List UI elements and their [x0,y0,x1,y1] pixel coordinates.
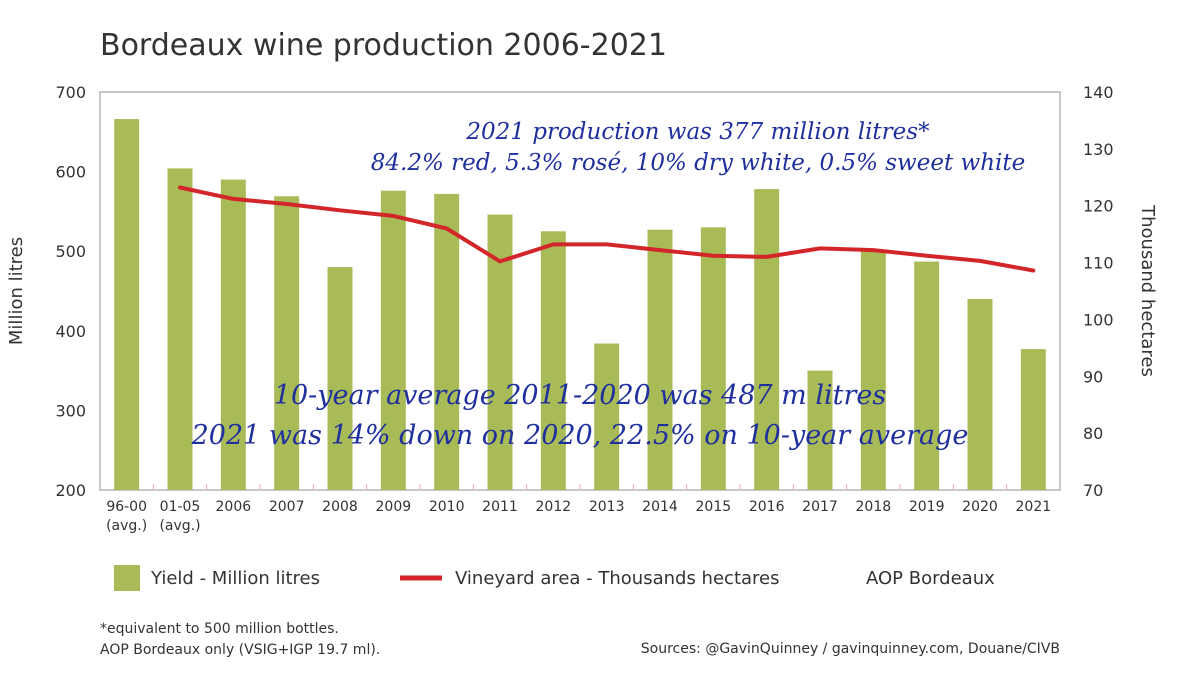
x-tick-label-2013: 2013 [589,499,625,515]
y-tick-label-500: 500 [55,242,86,261]
y-tick-label-400: 400 [55,322,86,341]
x-tick-label-96-00: 96-00 [106,499,147,515]
x-tick-label-2021: 2021 [1016,499,1052,515]
footnote-line-2: AOP Bordeaux only (VSIG+IGP 19.7 ml). [100,642,380,658]
annotation-breakdown: 84.2% red, 5.3% rosé, 10% dry white, 0.5… [371,150,1025,176]
x-tick-label-2011: 2011 [482,499,518,515]
y2-tick-label-120: 120 [1083,197,1114,216]
x-tick-label-2016: 2016 [749,499,785,515]
x-tick-label-2010: 2010 [429,499,465,515]
bar-2017 [807,370,833,490]
bar-01-05 [167,168,193,490]
annotation-production: 2021 production was 377 million litres* [465,119,930,145]
y2-tick-label-130: 130 [1083,140,1114,159]
bar-2015 [700,227,726,490]
legend-swatch-yield [114,565,140,591]
x-tick-label-2008: 2008 [322,499,358,515]
y2-tick-label-140: 140 [1083,83,1114,102]
y2-tick-label-100: 100 [1083,310,1114,329]
x-tick-label-01-05: 01-05 [160,499,201,515]
y2-ticks-group: 70 80 90 100 110 120 130 140 [1083,83,1114,500]
chart-title: Bordeaux wine production 2006-2021 [100,28,667,63]
bar-2009 [380,190,406,491]
x-tick-label-2018: 2018 [856,499,892,515]
bar-2018 [860,251,886,490]
y-tick-label-600: 600 [55,163,86,182]
y2-axis-label: Thousand hectares [1137,204,1158,377]
bar-2021 [1020,349,1046,490]
x-tick-label-2019: 2019 [909,499,945,515]
bar-96-00 [114,119,140,491]
annotation-change: 2021 was 14% down on 2020, 22.5% on 10-y… [191,420,969,451]
line-layer [178,185,1036,273]
vineyard-area-line [178,185,1036,273]
y-axis-label: Million litres [6,237,27,345]
legend-label-area: Vineyard area - Thousands hectares [455,568,779,589]
x-tick-label-2015: 2015 [696,499,732,515]
y2-tick-label-80: 80 [1083,424,1103,443]
bar-2019 [914,261,940,490]
x-tick-label-2014: 2014 [642,499,678,515]
x-tick-label-2012: 2012 [536,499,572,515]
bar-2016 [754,189,780,490]
y-tick-label-200: 200 [55,481,86,500]
bar-2013 [594,343,620,490]
legend-extra-label: AOP Bordeaux [866,568,995,589]
bar-2020 [967,298,993,490]
bar-2010 [434,193,460,490]
footnote-line-1: *equivalent to 500 million bottles. [100,621,339,637]
y2-tick-label-110: 110 [1083,254,1114,273]
sources-text: Sources: @GavinQuinney / gavinquinney.co… [641,641,1060,657]
y-ticks-group: 200 300 400 500 600 700 [55,83,86,500]
x-tick-label-2009: 2009 [376,499,412,515]
bar-2014 [647,229,673,490]
legend-label-yield: Yield - Million litres [150,568,320,589]
x-tick-label-2006: 2006 [216,499,252,515]
x-tick-label-2007: 2007 [269,499,305,515]
y2-tick-label-90: 90 [1083,367,1103,386]
y2-tick-label-70: 70 [1083,481,1103,500]
bar-2006 [220,179,246,490]
bar-2007 [274,196,300,490]
y-tick-label-700: 700 [55,83,86,102]
y-tick-label-300: 300 [55,401,86,420]
x-ticks-group: 96-00 (avg.) 01-05 (avg.) 2006 2007 2008 2009 20… [106,484,1051,534]
x-tick-label-2020: 2020 [962,499,998,515]
bar-2012 [540,231,566,491]
annotation-average: 10-year average 2011-2020 was 487 m litr… [274,380,886,411]
x-tick-sublabel: (avg.) [106,518,147,534]
x-tick-sublabel: (avg.) [159,518,200,534]
bar-2008 [327,267,353,490]
x-tick-label-2017: 2017 [802,499,838,515]
